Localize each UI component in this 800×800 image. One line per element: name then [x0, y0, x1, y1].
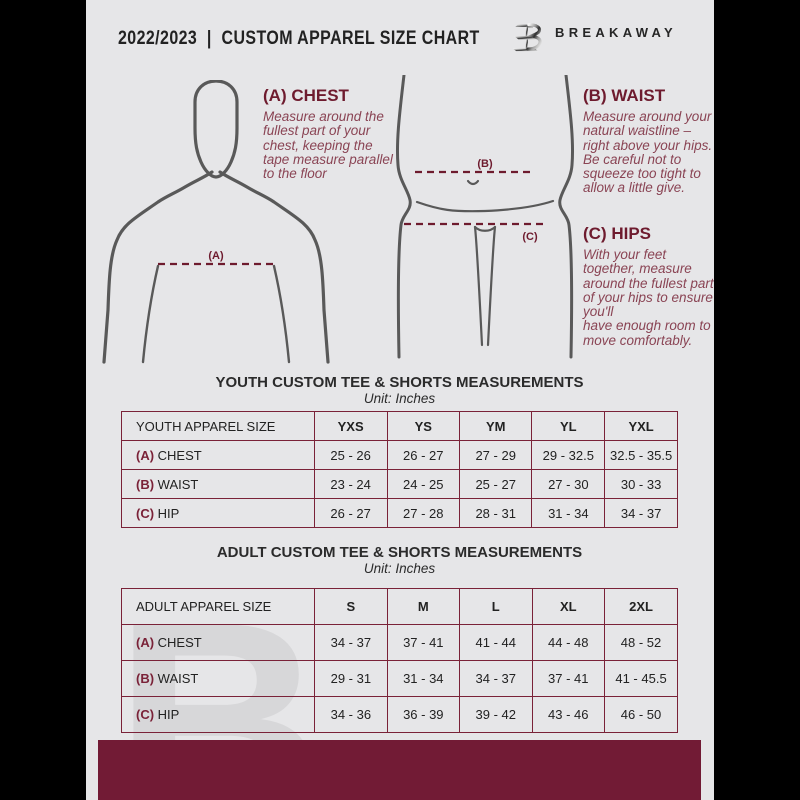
- svg-text:(A): (A): [208, 250, 224, 262]
- svg-text:(C): (C): [522, 231, 538, 243]
- svg-text:(B): (B): [477, 158, 493, 170]
